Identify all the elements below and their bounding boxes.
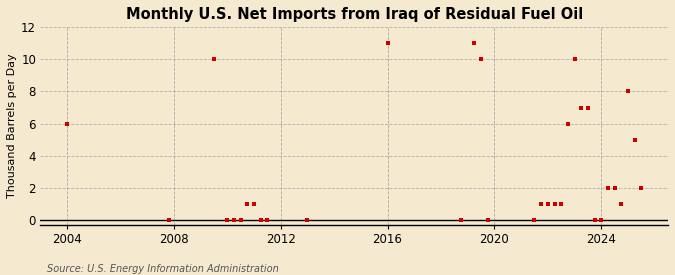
Point — [248, 202, 259, 206]
Point — [222, 218, 233, 222]
Point — [209, 57, 219, 62]
Point — [242, 202, 252, 206]
Point — [610, 186, 620, 190]
Point — [622, 89, 633, 94]
Point — [529, 218, 540, 222]
Point — [629, 138, 640, 142]
Point — [603, 186, 614, 190]
Point — [456, 218, 466, 222]
Point — [382, 41, 393, 46]
Point — [61, 121, 72, 126]
Point — [583, 105, 593, 110]
Point — [483, 218, 493, 222]
Point — [469, 41, 480, 46]
Point — [229, 218, 240, 222]
Point — [596, 218, 607, 222]
Point — [636, 186, 647, 190]
Point — [562, 121, 573, 126]
Point — [255, 218, 266, 222]
Point — [536, 202, 547, 206]
Y-axis label: Thousand Barrels per Day: Thousand Barrels per Day — [7, 54, 17, 198]
Point — [549, 202, 560, 206]
Point — [262, 218, 273, 222]
Point — [569, 57, 580, 62]
Point — [556, 202, 566, 206]
Point — [164, 218, 175, 222]
Point — [235, 218, 246, 222]
Title: Monthly U.S. Net Imports from Iraq of Residual Fuel Oil: Monthly U.S. Net Imports from Iraq of Re… — [126, 7, 583, 22]
Point — [576, 105, 587, 110]
Text: Source: U.S. Energy Information Administration: Source: U.S. Energy Information Administ… — [47, 264, 279, 274]
Point — [616, 202, 626, 206]
Point — [302, 218, 313, 222]
Point — [589, 218, 600, 222]
Point — [543, 202, 554, 206]
Point — [476, 57, 487, 62]
